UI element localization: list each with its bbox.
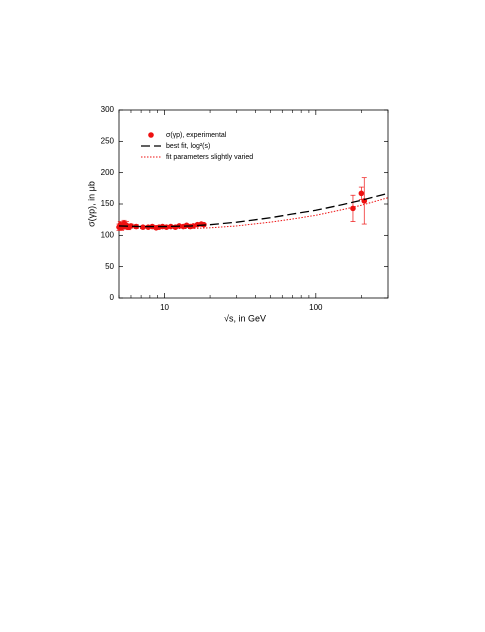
y-tick-label: 50: [105, 262, 114, 271]
x-axis-label: √s, in GeV: [224, 313, 266, 323]
data-point: [140, 224, 146, 230]
data-point: [168, 223, 174, 230]
legend-label: σ(γp), experimental: [166, 132, 227, 139]
fit-line: [118, 197, 389, 229]
y-tick-label: 0: [110, 293, 115, 302]
legend-marker: [148, 132, 154, 138]
y-tick-label: 100: [101, 230, 115, 239]
legend-label: fit parameters slightly varied: [166, 154, 253, 161]
y-tick-label: 200: [101, 168, 115, 177]
y-axis-label: σ(γp), in μb: [86, 181, 96, 227]
legend-label: best fit, log²(s): [166, 143, 210, 150]
data-point: [128, 223, 134, 229]
x-tick-label: 100: [309, 303, 323, 312]
y-tick-label: 250: [101, 136, 115, 145]
fit-line: [118, 192, 389, 228]
x-tick-label: 10: [160, 303, 169, 312]
data-point: [358, 190, 365, 197]
y-tick-label: 300: [101, 105, 115, 114]
y-tick-label: 150: [101, 199, 115, 208]
